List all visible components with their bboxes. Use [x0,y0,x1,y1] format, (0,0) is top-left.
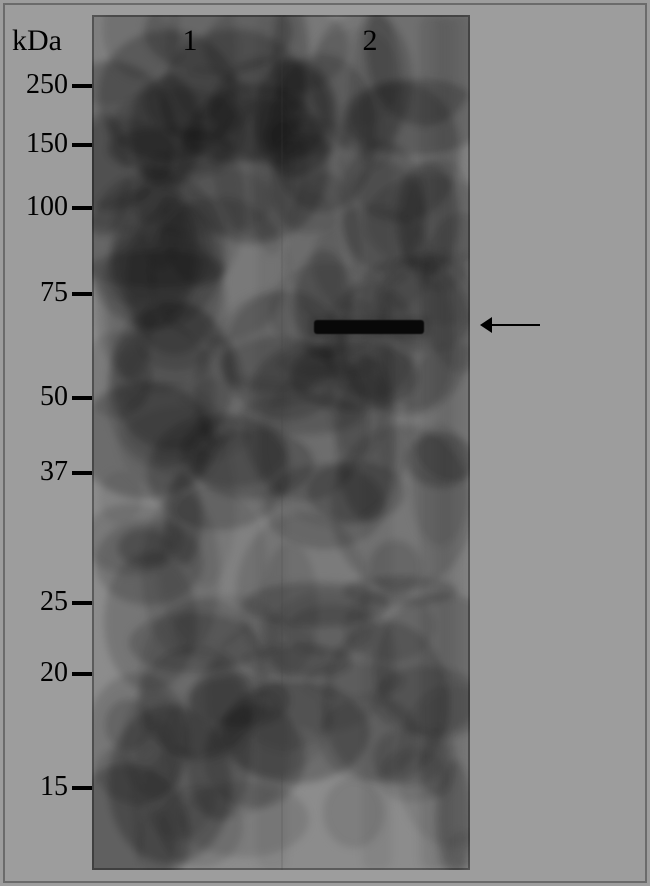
lane-label-1: 1 [170,24,210,58]
mw-label: 75 [0,277,68,309]
mw-label: 20 [0,657,68,689]
mw-label: 100 [0,191,68,223]
mw-label: 150 [0,128,68,160]
axis-unit-label: kDa [12,24,62,58]
mw-tick [72,206,92,210]
membrane-streak [362,15,392,870]
mw-tick [72,84,92,88]
mw-tick [72,143,92,147]
mw-tick [72,396,92,400]
blot-figure: kDa 250 150 100 75 50 37 25 20 15 1 2 [0,0,650,886]
mw-label: 50 [0,381,68,413]
mw-tick [72,601,92,605]
band-arrow-head [480,317,492,333]
membrane-noise [95,520,203,605]
mw-tick [72,786,92,790]
mw-label: 250 [0,69,68,101]
membrane-noise [130,75,202,189]
mw-tick [72,672,92,676]
membrane-noise [110,166,194,329]
membrane-region [92,15,470,870]
mw-tick [72,471,92,475]
membrane-noise [126,406,249,463]
mw-label: 37 [0,456,68,488]
mw-tick [72,292,92,296]
membrane-noise [118,348,150,410]
membrane-streak [435,15,465,870]
band-arrow-shaft [488,324,540,326]
mw-label: 15 [0,771,68,803]
mw-label: 25 [0,586,68,618]
lane-divider [281,15,283,870]
lane-label-2: 2 [350,24,390,58]
protein-band-halo [308,316,430,338]
